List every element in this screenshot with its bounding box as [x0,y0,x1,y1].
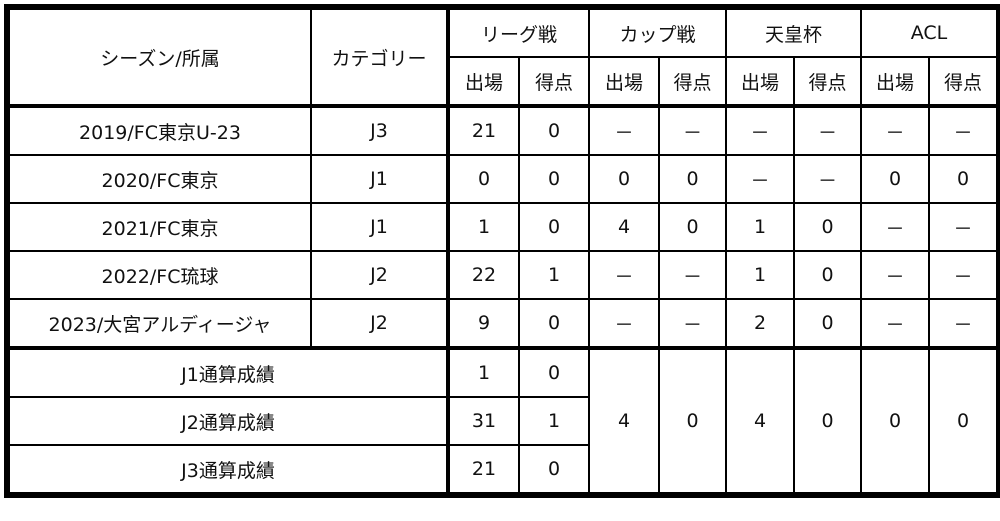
stat-cell: 0 [518,346,590,398]
season-cell: 2019/FC東京U-23 [8,105,312,156]
header-goals: 得点 [793,56,862,108]
merged-total-cell: 0 [658,346,727,494]
table-row: 2023/大宮アルディージャ J2 9 0 －－ 2 0 －－ [8,298,998,349]
stat-cell: － [860,298,930,349]
header-emperors-cup: 天皇杯 [725,8,862,58]
header-apps: 出場 [860,56,930,108]
stat-cell: － [860,105,930,156]
stat-cell: 1 [725,202,795,252]
stat-cell: 0 [793,298,862,349]
career-stats-table: シーズン/所属 カテゴリー リーグ戦 カップ戦 天皇杯 ACL 出場 得点 出場… [4,4,1000,498]
header-apps: 出場 [588,56,660,108]
stat-cell: 0 [518,154,590,204]
totals-label: J1通算成績 [8,346,449,398]
merged-total-cell: 4 [588,346,660,494]
stat-cell: 22 [446,250,520,300]
stat-cell: － [725,154,795,204]
header-row-1: シーズン/所属 カテゴリー リーグ戦 カップ戦 天皇杯 ACL [8,8,998,108]
header-acl: ACL [860,8,998,58]
stat-cell: － [928,202,998,252]
header-apps: 出場 [446,56,520,108]
stat-cell: － [588,105,660,156]
stat-cell: 21 [446,105,520,156]
stat-cell: 0 [793,202,862,252]
header-league: リーグ戦 [446,8,590,58]
stat-cell: － [860,250,930,300]
stat-cell: － [658,298,727,349]
stat-cell: 9 [446,298,520,349]
stat-cell: 0 [793,250,862,300]
table-row: 2019/FC東京U-23 J3 21 0 －－－－－－ [8,105,998,156]
stat-cell: 0 [518,444,590,494]
stat-cell: － [658,105,727,156]
totals-row: J3通算成績 21 0 [8,444,997,494]
stat-cell: － [658,250,727,300]
header-category: カテゴリー [310,8,449,108]
header-goals: 得点 [658,56,727,108]
stat-cell: 0 [658,202,727,252]
season-cell: 2021/FC東京 [8,202,312,252]
totals-label: J3通算成績 [8,444,449,494]
stat-cell: － [793,154,862,204]
season-cell: 2020/FC東京 [8,154,312,204]
merged-total-cell: 0 [860,346,930,494]
merged-total-cell: 0 [793,346,862,494]
stat-cell: 1 [446,346,520,398]
category-cell: J1 [310,154,449,204]
stat-cell: － [928,105,998,156]
stat-cell: 0 [518,105,590,156]
stat-cell: 4 [588,202,660,252]
stat-cell: 0 [928,154,998,204]
header-cup: カップ戦 [588,8,727,58]
merged-total-cell: 0 [928,346,998,494]
stat-cell: 1 [518,396,590,446]
stat-cell: － [725,105,795,156]
stat-cell: 1 [446,202,520,252]
header-goals: 得点 [928,56,998,108]
stat-cell: 0 [446,154,520,204]
category-cell: J2 [310,250,449,300]
header-row-2: 出場 得点 出場 得点 出場 得点 出場 得点 [9,56,998,108]
category-cell: J2 [310,298,449,349]
table-row: 2022/FC琉球 J2 22 1 －－ 1 0 －－ [8,250,998,300]
totals-label: J2通算成績 [8,396,449,446]
stat-cell: － [588,298,660,349]
category-cell: J1 [310,202,449,252]
stat-cell: 1 [518,250,590,300]
merged-total-cell: 4 [725,346,795,494]
table-row: 2020/FC東京 J1 0 0 0 0 －－ 0 0 [8,154,998,204]
stat-cell: 2 [725,298,795,349]
stat-cell: 0 [658,154,727,204]
table-row: 2021/FC東京 J1 1 0 4 0 1 0 －－ [8,202,998,252]
stat-cell: 0 [518,298,590,349]
stat-cell: － [793,105,862,156]
stat-cell: 0 [518,202,590,252]
stat-cell: － [860,202,930,252]
totals-row: J1通算成績 1 0 4 0 4 0 0 0 [8,346,998,494]
category-cell: J3 [310,105,449,156]
stat-cell: 0 [588,154,660,204]
stat-cell: 31 [446,396,520,446]
stat-cell: － [928,298,998,349]
stat-cell: 21 [446,444,520,494]
totals-row: J2通算成績 31 1 [8,396,997,446]
stat-cell: 0 [860,154,930,204]
header-goals: 得点 [518,56,590,108]
header-season: シーズン/所属 [8,8,312,108]
stat-cell: 1 [725,250,795,300]
season-cell: 2022/FC琉球 [8,250,312,300]
stat-cell: － [588,250,660,300]
season-cell: 2023/大宮アルディージャ [8,298,312,349]
header-apps: 出場 [725,56,795,108]
stat-cell: － [928,250,998,300]
